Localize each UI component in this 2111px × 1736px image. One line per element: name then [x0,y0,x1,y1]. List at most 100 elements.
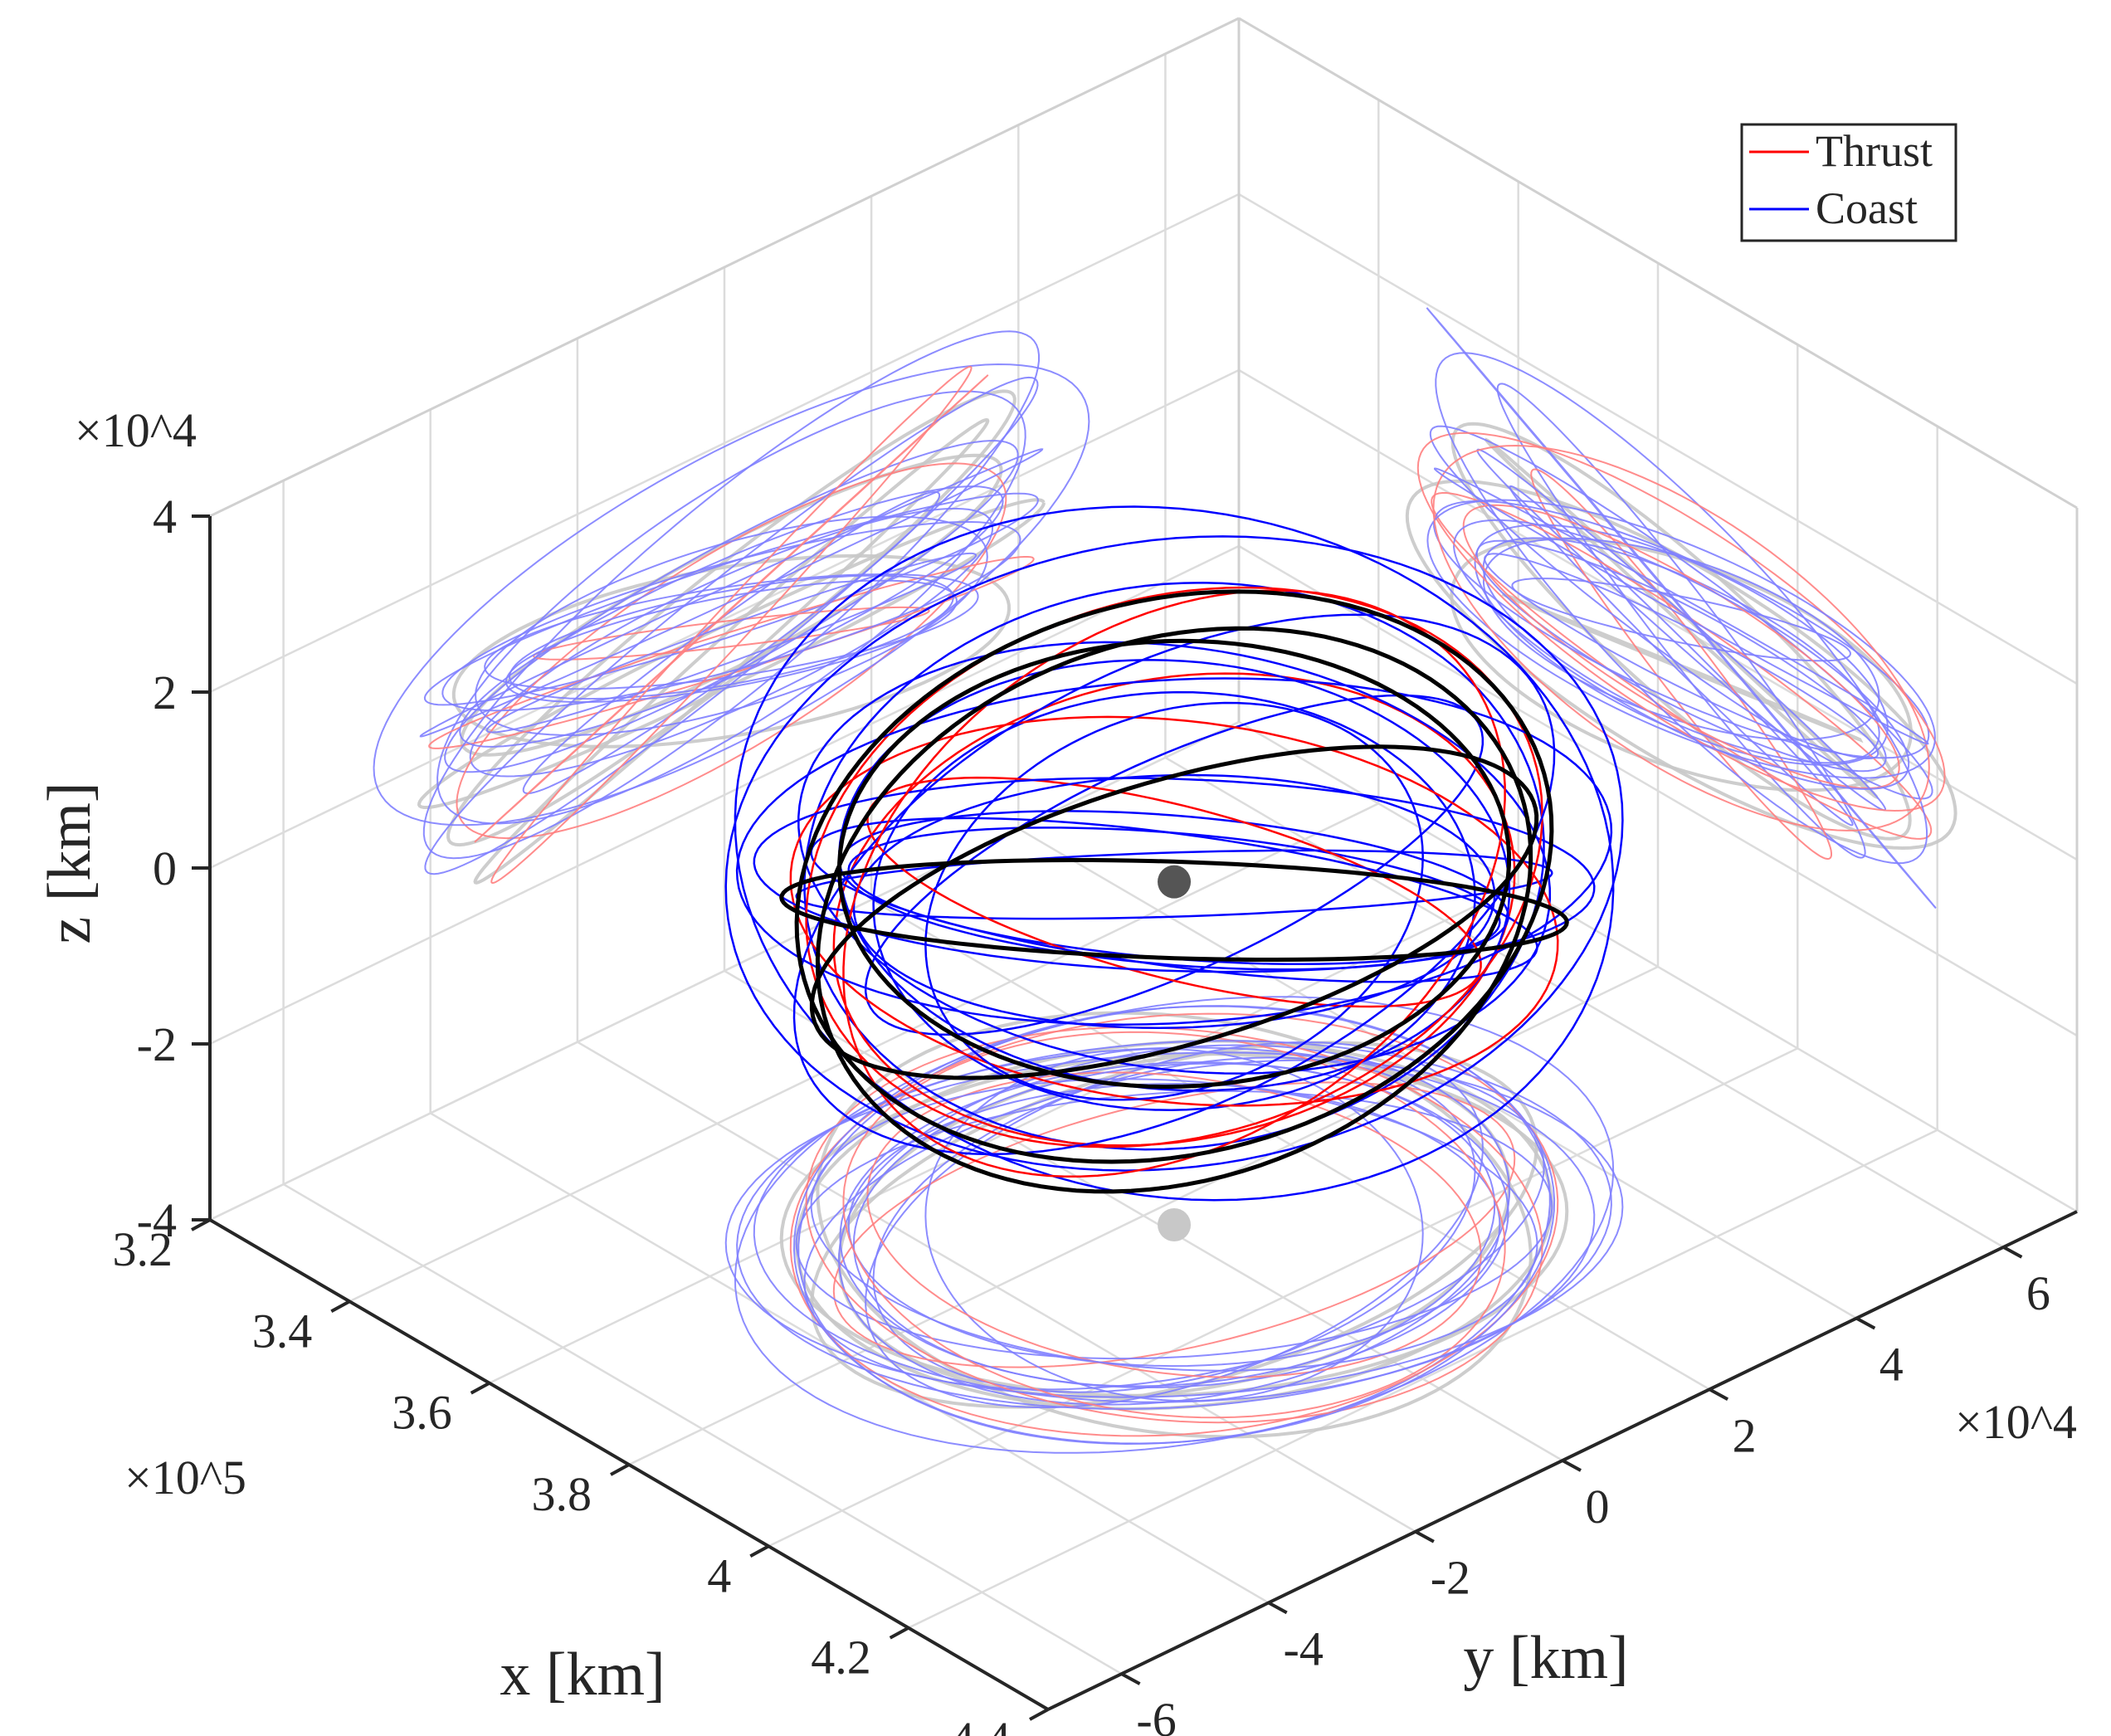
reference-orbit [815,626,1533,1194]
projected-orbit [839,1061,1509,1388]
x-tick-label: 4.4 [951,1712,1012,1736]
orbit-trajectory [803,582,1545,1151]
legend-label-coast: Coast [1816,183,1918,233]
orbit-trajectory [753,777,1596,973]
box-edge [1238,17,2078,510]
reference-orbit [779,858,1569,962]
x-exponent-label: ×10^5 [124,1451,246,1504]
wall-grid-line [209,368,1240,870]
y-tick-label: 6 [2026,1266,2050,1320]
wall-grid-line [209,193,1240,694]
floor-grid-line [282,1183,1123,1675]
orbit-trajectory [839,810,1509,971]
y-tick-mark [1414,1529,1435,1543]
projected-orbit [475,515,988,737]
projected-orbit [1426,307,1937,909]
legend-label-thrust: Thrust [1816,126,1933,176]
x-tick-mark [470,1381,490,1395]
y-tick-label: 4 [1879,1338,1904,1392]
wall-grid-line [1238,193,2078,685]
projected-orbit [1405,479,1957,851]
projected-orbit [1530,468,1832,861]
y-tick-mark [1855,1316,1876,1330]
box-edge [209,17,1240,518]
floor-grid-line [1164,756,2005,1248]
projected-orbit [419,448,1044,738]
wall-grid-line [209,544,1240,1046]
projected-orbit [792,1005,1556,1445]
y-tick-mark [1120,1672,1141,1685]
projected-orbit [444,440,1019,773]
x-tick-mark [1029,1708,1049,1721]
x-tick-mark [889,1626,909,1640]
z-tick-label: 4 [153,490,177,544]
z-exponent-label: ×10^4 [75,403,197,457]
projected-orbit [436,390,1026,825]
projected-orbit [474,374,989,843]
x-axis-title: x [km] [500,1641,665,1709]
wall-grid-line [1238,544,2078,1037]
projected-orbit [795,1090,1553,1360]
z-tick-label: 0 [153,841,177,895]
y-tick-mark [1562,1459,1582,1472]
floor-grid-line [870,899,1710,1391]
projected-orbit [373,363,1090,827]
projected-orbit [473,417,990,885]
projected-orbit [446,389,1016,847]
projected-orbit [1434,467,1929,745]
projected-orbit [753,1046,1596,1403]
orbit-trajectory [837,659,1511,1092]
projected-orbit [490,365,973,885]
projected-orbit [1426,499,1936,779]
floor-grid-line [577,1041,1416,1533]
projected-orbit [1476,448,1886,812]
projected-orbit [924,1047,1424,1402]
z-axis-title: z [km] [36,782,104,944]
legend: Thrust Coast [1740,123,1957,242]
y-tick-mark [1267,1601,1288,1615]
projected-orbit [1432,444,1930,831]
y-tick-mark [2002,1246,2023,1259]
orbit-trajectory [734,505,1615,1202]
legend-box [1740,123,1957,242]
x-tick-label: 3.4 [252,1304,313,1358]
primary-body-marker [1158,865,1192,899]
floor-grid-line [724,969,1563,1462]
x-tick-label: 3.6 [392,1386,452,1440]
orbit-trajectory [724,535,1624,1172]
y-tick-label: -2 [1431,1551,1470,1605]
orbit-trajectory [735,677,1613,1026]
projected-orbit [805,1026,1543,1424]
projected-orbit [441,521,1021,712]
y-tick-label: -4 [1284,1621,1324,1675]
projected-orbit [522,490,941,795]
projected-orbit [459,485,1004,748]
projected-orbit [533,606,930,661]
y-tick-label: 0 [1586,1480,1610,1534]
orbit-trajectory [842,589,1506,1178]
projected-orbit [866,1071,1482,1378]
projected-orbit [1474,524,1889,766]
y-axis-title: y [km] [1463,1624,1628,1692]
projected-orbit [484,573,979,690]
wall-grid-line [209,720,1240,1222]
projected-orbit [810,1041,1538,1409]
projected-orbit [1453,519,1910,790]
axes [191,514,2078,1721]
projected-orbit [1482,537,1880,764]
y-tick-label: 2 [1733,1408,1757,1462]
x-tick-label: 3.2 [113,1222,173,1276]
orbit-trajectory [789,715,1559,1107]
projected-orbit [422,330,1040,860]
z-tick-label: -4 [137,1193,177,1247]
x-tick-mark [749,1544,770,1558]
projected-orbit [734,996,1615,1454]
reference-orbit [794,589,1554,1164]
projected-orbit [1482,537,1880,741]
orbit-trajectory [852,773,1496,1030]
z-tick-label: -2 [137,1017,177,1071]
tick-labels: 3.2 3.4 3.6 3.8 4 4.2 4.4 -6 -4 -2 0 2 4 6 -4 -2 0 2 4 [113,490,2050,1736]
trajectory-lines [724,505,1624,1202]
orbit-trajectory [866,776,1482,1008]
